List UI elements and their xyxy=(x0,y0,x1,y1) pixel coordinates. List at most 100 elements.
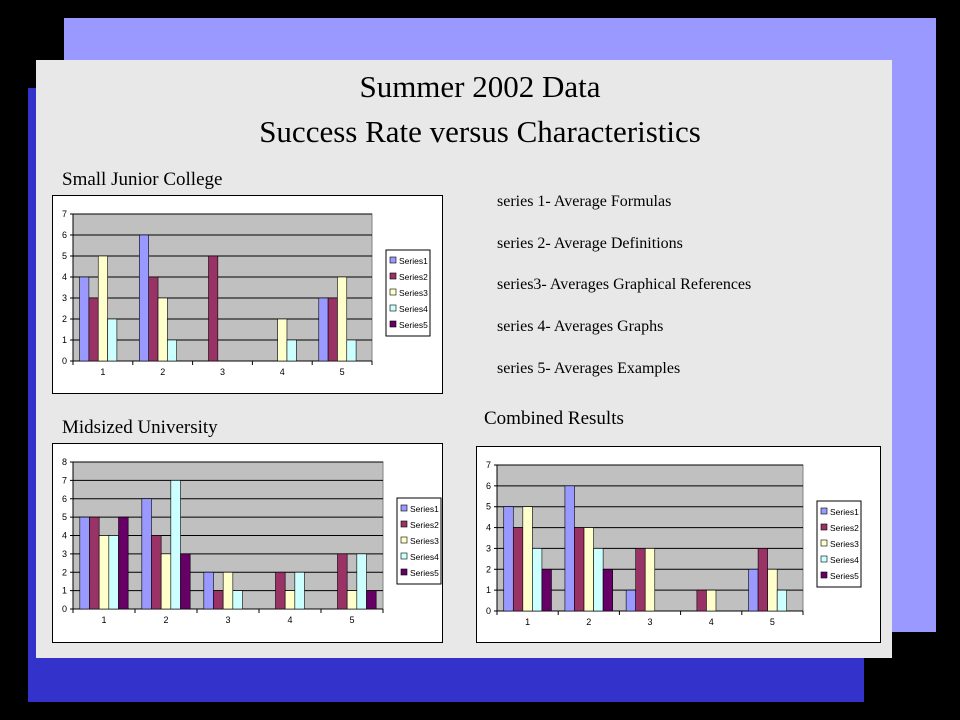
legend-label: Series3 xyxy=(399,288,428,298)
bar-series1 xyxy=(79,276,90,362)
x-tick-label: 2 xyxy=(163,615,168,625)
legend-label: Series1 xyxy=(399,256,428,266)
bar-series2 xyxy=(327,297,338,362)
y-tick-label: 7 xyxy=(62,475,67,485)
bar-series3 xyxy=(522,506,533,612)
x-tick-label: 4 xyxy=(287,615,292,625)
y-tick-label: 5 xyxy=(486,502,491,512)
legend-swatch xyxy=(820,539,828,547)
bar-series3 xyxy=(98,535,110,610)
legend-swatch xyxy=(820,571,828,579)
legend-swatch xyxy=(820,507,828,515)
chart-midsized-university: 0 1 2 3 4 5 6 7 8 1 2 3 4 5 Series1 Series2 Series3 Serie… xyxy=(52,443,443,643)
series-description-3: series3- Averages Graphical References xyxy=(497,276,752,293)
bar-series1 xyxy=(625,589,636,612)
bar-series3 xyxy=(767,568,778,612)
y-tick-label: 0 xyxy=(62,604,67,614)
x-tick-label: 2 xyxy=(160,367,165,377)
x-tick-label: 4 xyxy=(280,367,285,377)
bar-series1 xyxy=(318,297,329,362)
x-tick-label: 1 xyxy=(100,367,105,377)
y-tick-label: 3 xyxy=(62,549,67,559)
bar-series1 xyxy=(564,485,575,612)
bar-series4 xyxy=(108,535,119,610)
bar-series4 xyxy=(167,339,177,362)
legend-swatch xyxy=(820,555,828,563)
legend-swatch xyxy=(400,520,408,528)
x-tick-label: 5 xyxy=(340,367,345,377)
legend-swatch xyxy=(400,536,408,544)
bar-series1 xyxy=(139,234,150,362)
legend-label: Series1 xyxy=(410,504,439,514)
y-tick-label: 7 xyxy=(62,209,67,219)
bar-series5 xyxy=(602,568,613,612)
y-tick-label: 1 xyxy=(486,585,491,595)
bar-series4 xyxy=(532,548,543,612)
bar-series2 xyxy=(89,516,100,610)
bar-series2 xyxy=(757,548,768,612)
y-tick-label: 4 xyxy=(62,531,67,541)
legend-label: Series2 xyxy=(410,520,439,530)
legend-label: Series1 xyxy=(830,507,859,517)
bar-series2 xyxy=(275,571,286,610)
label-combined-results: Combined Results xyxy=(484,408,624,429)
bar-series3 xyxy=(277,318,288,362)
y-tick-label: 2 xyxy=(62,314,67,324)
chart-svg: 0 1 2 3 4 5 6 7 1 2 3 4 5 Series1 Series2 Series3 Series… xyxy=(486,460,862,627)
label-small-junior-college: Small Junior College xyxy=(62,169,223,190)
bar-series4 xyxy=(107,318,118,362)
bar-series4 xyxy=(776,589,788,612)
bar-series4 xyxy=(170,480,181,610)
label-midsized-university: Midsized University xyxy=(62,417,218,438)
series-description-5: series 5- Averages Examples xyxy=(497,360,681,377)
bar-series3 xyxy=(97,255,108,362)
legend-label: Series3 xyxy=(410,536,439,546)
legend-swatch xyxy=(400,568,408,576)
legend-swatch xyxy=(389,288,397,296)
bar-series2 xyxy=(151,535,162,610)
bar-series3 xyxy=(157,297,168,362)
legend-label: Series5 xyxy=(399,320,428,330)
bar-series3 xyxy=(337,276,348,362)
bar-series4 xyxy=(286,339,297,362)
legend-swatch xyxy=(389,256,397,264)
y-tick-label: 0 xyxy=(62,356,67,366)
bar-series4 xyxy=(294,571,305,610)
y-tick-label: 8 xyxy=(62,457,67,467)
legend-label: Series2 xyxy=(830,523,859,533)
bar-series2 xyxy=(148,276,159,362)
bar-series2 xyxy=(88,297,99,362)
legend-swatch xyxy=(400,552,408,560)
slide-title: Summer 2002 Data xyxy=(359,69,601,104)
bar-series2 xyxy=(213,590,224,610)
legend-swatch xyxy=(389,304,397,312)
legend-label: Series5 xyxy=(830,571,859,581)
legend-swatch xyxy=(400,504,408,512)
bar-series3 xyxy=(284,590,296,610)
bar-series1 xyxy=(141,498,152,610)
legend-label: Series4 xyxy=(410,552,439,562)
x-tick-label: 1 xyxy=(525,617,530,627)
bar-series1 xyxy=(203,571,214,610)
bar-series1 xyxy=(503,506,514,612)
bar-series2 xyxy=(696,589,707,612)
bar-series5 xyxy=(541,568,552,612)
bar-series4 xyxy=(232,590,243,610)
y-tick-label: 6 xyxy=(486,481,491,491)
y-tick-label: 2 xyxy=(486,564,491,574)
bar-series3 xyxy=(706,589,717,612)
chart-small-junior-college: 0 1 2 3 4 5 6 7 1 2 3 4 5 Series1 Series2 Series3 Series… xyxy=(52,195,443,394)
bar-series5 xyxy=(180,553,191,610)
x-tick-label: 5 xyxy=(770,617,775,627)
x-tick-label: 3 xyxy=(225,615,230,625)
y-tick-label: 1 xyxy=(62,586,67,596)
x-tick-label: 2 xyxy=(586,617,591,627)
bar-series2 xyxy=(635,548,646,612)
bar-series4 xyxy=(346,339,357,362)
slide-subtitle: Success Rate versus Characteristics xyxy=(259,114,701,149)
bar-series3 xyxy=(644,548,656,612)
y-tick-label: 2 xyxy=(62,567,67,577)
series-description-2: series 2- Average Definitions xyxy=(497,235,683,252)
bar-series5 xyxy=(366,590,377,610)
y-tick-label: 5 xyxy=(62,512,67,522)
